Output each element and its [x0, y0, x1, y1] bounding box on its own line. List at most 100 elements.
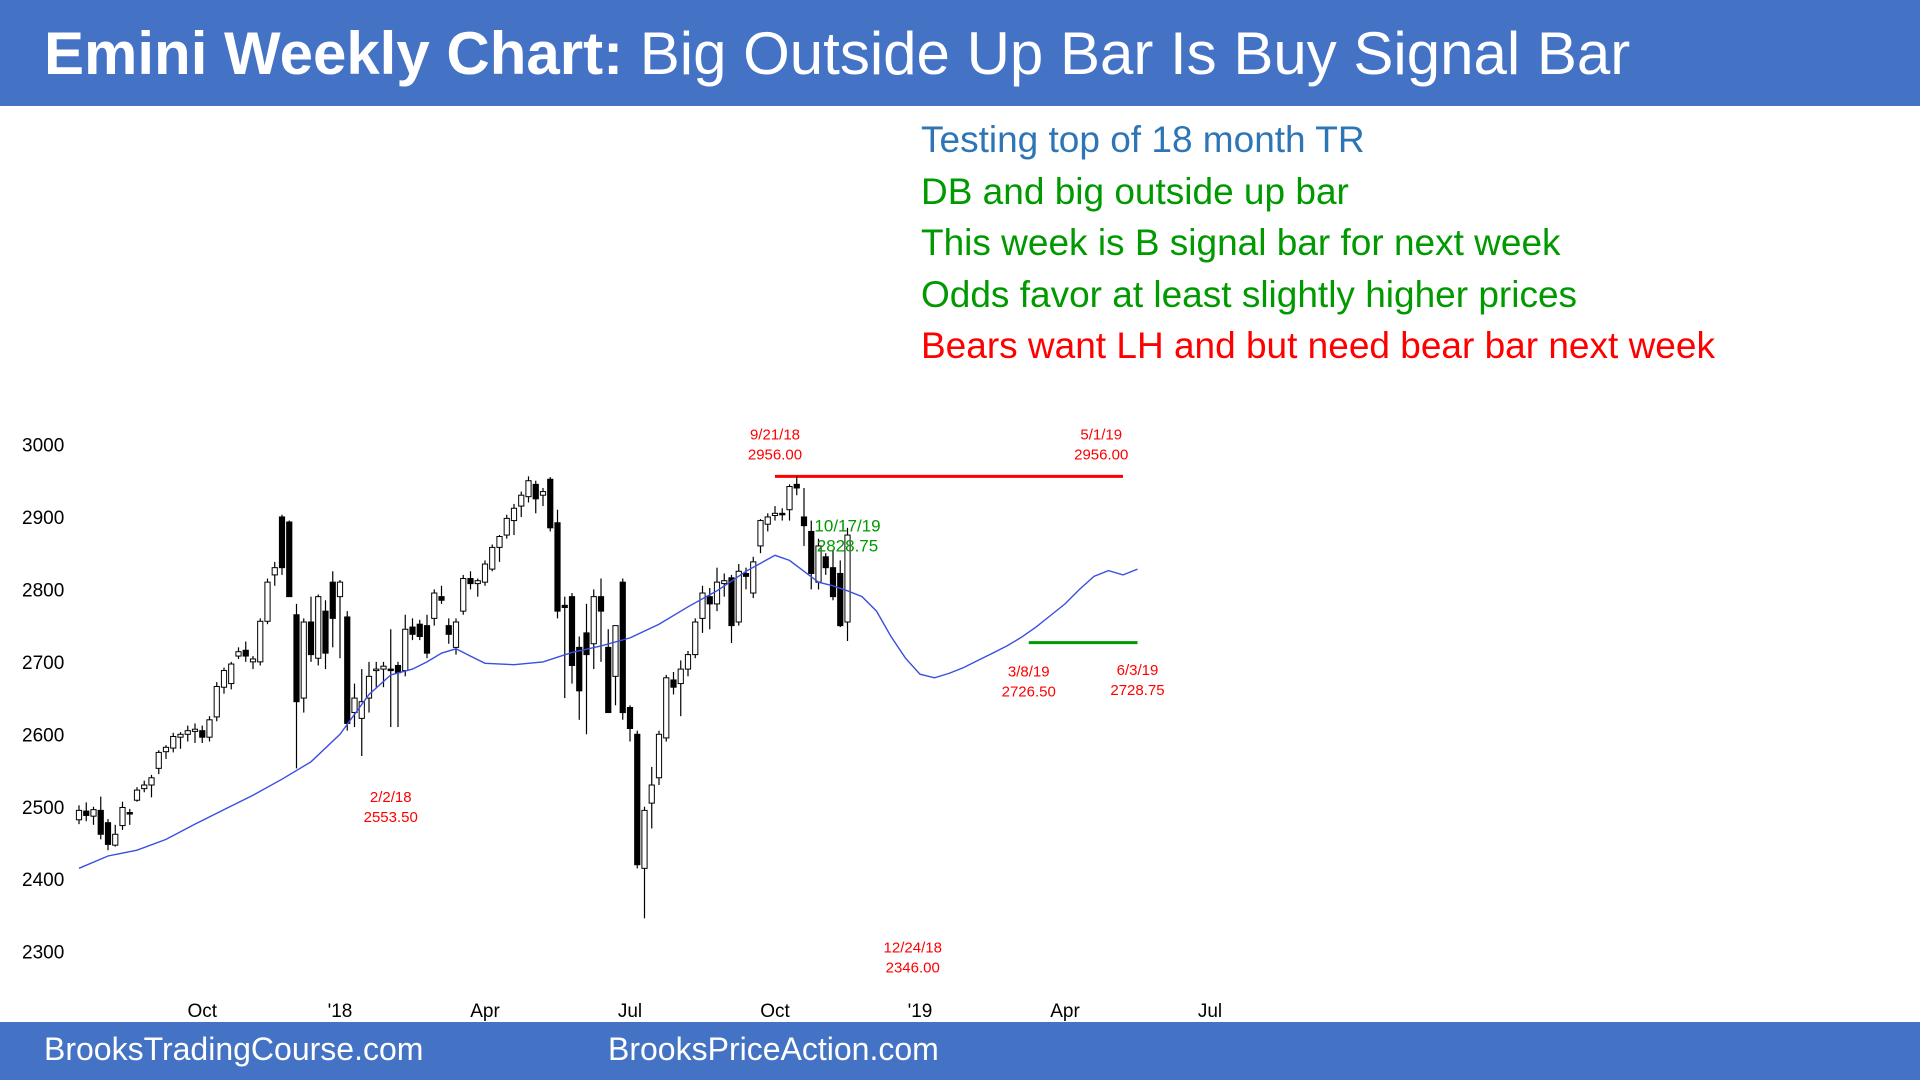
bull-candle — [133, 789, 141, 801]
bull-candle — [112, 833, 119, 846]
bear-candle — [83, 810, 90, 816]
bull-candle — [177, 733, 184, 738]
y-tick-label: 2700 — [22, 653, 64, 674]
bear-candle — [394, 664, 402, 674]
annotation-price: 2726.50 — [1002, 684, 1056, 701]
bull-candle — [641, 809, 648, 869]
bull-candle — [228, 663, 235, 685]
bear-candle — [800, 516, 808, 527]
bull-candle — [365, 675, 373, 699]
y-tick-label: 3000 — [22, 436, 64, 457]
bull-candle — [264, 581, 271, 622]
annotation-date: 2/2/18 — [370, 789, 412, 806]
bull-candle — [452, 621, 460, 648]
bear-candle — [605, 646, 612, 714]
bull-candle — [380, 665, 387, 670]
bear-candle — [322, 610, 329, 654]
bear-candle — [387, 668, 394, 672]
note-line-2: DB and big outside up bar — [921, 170, 1349, 212]
bull-candle — [721, 580, 728, 585]
bull-candle — [474, 580, 481, 585]
bull-candle — [184, 730, 191, 735]
y-tick-label: 2500 — [22, 798, 64, 819]
bear-candle — [329, 581, 336, 619]
page-title: Emini Weekly Chart: Big Outside Up Bar I… — [44, 18, 1630, 90]
x-tick-label: Apr — [470, 1001, 500, 1022]
bear-candle — [829, 567, 837, 598]
bear-candle — [532, 483, 539, 500]
bear-candle — [416, 623, 423, 637]
bull-candle — [684, 654, 692, 670]
bear-candle — [793, 483, 800, 489]
bull-candle — [402, 628, 409, 672]
bear-candle — [242, 649, 249, 657]
bear-candle — [619, 581, 626, 714]
bull-candle — [300, 621, 307, 699]
bull-candle — [496, 536, 503, 548]
bear-candle — [779, 512, 786, 516]
x-tick-label: Jul — [618, 1001, 642, 1022]
bull-candle — [510, 507, 518, 522]
bull-candle — [148, 777, 155, 786]
bear-candle — [126, 812, 133, 815]
bear-candle — [626, 706, 634, 730]
bull-candle — [757, 520, 764, 547]
bull-candle — [460, 578, 467, 612]
bear-candle — [199, 730, 206, 738]
bear-candle — [423, 625, 431, 654]
bull-candle — [713, 581, 721, 605]
bear-candle — [344, 616, 351, 724]
bull-candle — [431, 592, 438, 619]
bear-candle — [634, 733, 641, 866]
bear-candle — [822, 556, 829, 569]
bull-candle — [257, 620, 264, 663]
bull-candle — [481, 563, 489, 583]
annotation-price: 2346.00 — [886, 959, 940, 976]
footer-link-trading-course[interactable]: BrooksTradingCourse.com — [44, 1031, 424, 1067]
title-bar: Emini Weekly Chart: Big Outside Up Bar I… — [0, 0, 1920, 106]
ema20-line — [78, 554, 1138, 869]
bear-candle — [278, 516, 286, 569]
y-tick-label: 2300 — [22, 943, 64, 964]
annotation-date: 6/3/19 — [1117, 662, 1159, 679]
y-tick-label: 2800 — [22, 580, 64, 601]
bull-candle — [373, 668, 380, 672]
annotation-date: 3/8/19 — [1008, 664, 1050, 681]
annotation-date: 9/21/18 — [750, 426, 800, 443]
bull-candle — [518, 494, 525, 507]
footer-bar: BrooksTradingCourse.com BrooksPriceActio… — [0, 1022, 1920, 1080]
bear-candle — [568, 596, 576, 666]
bear-candle — [307, 621, 315, 656]
bear-candle — [467, 578, 474, 585]
annotation-price: 2956.00 — [1074, 446, 1128, 463]
bull-candle — [677, 668, 684, 685]
footer-link-price-action[interactable]: BrooksPriceAction.com — [608, 1031, 939, 1067]
x-tick-label: '18 — [328, 1001, 353, 1022]
annotation-price: 2956.00 — [748, 446, 802, 463]
bull-candle — [191, 728, 199, 732]
bear-candle — [561, 604, 568, 609]
bear-candle — [576, 646, 583, 692]
bull-candle — [336, 581, 344, 598]
bull-candle — [141, 784, 148, 790]
title-rest-part: Big Outside Up Bar Is Buy Signal Bar — [639, 20, 1631, 87]
bear-candle — [808, 530, 815, 574]
bull-candle — [612, 625, 619, 677]
annotation-date: 12/24/18 — [884, 939, 942, 956]
bull-candle — [235, 651, 242, 657]
weekly-candlestick-chart: 2300 2400 2500 2600 2700 2800 2900 3000 Oct '18 Ap… — [22, 426, 1222, 1022]
annotation-price: 2828.75 — [817, 537, 878, 556]
bear-candle — [286, 521, 293, 598]
note-line-1: Testing top of 18 month TR — [921, 119, 1365, 160]
bull-candle — [735, 570, 742, 623]
bear-candle — [670, 679, 677, 688]
annotation-date: 10/17/19 — [814, 517, 880, 536]
x-tick-label: Oct — [760, 1001, 790, 1022]
bull-candle — [648, 784, 655, 804]
bull-candle — [692, 621, 699, 656]
bear-candle — [742, 572, 750, 577]
bull-candle — [90, 809, 97, 817]
bull-candle — [663, 677, 670, 739]
bull-candle — [539, 491, 547, 496]
bull-candle — [155, 751, 162, 769]
